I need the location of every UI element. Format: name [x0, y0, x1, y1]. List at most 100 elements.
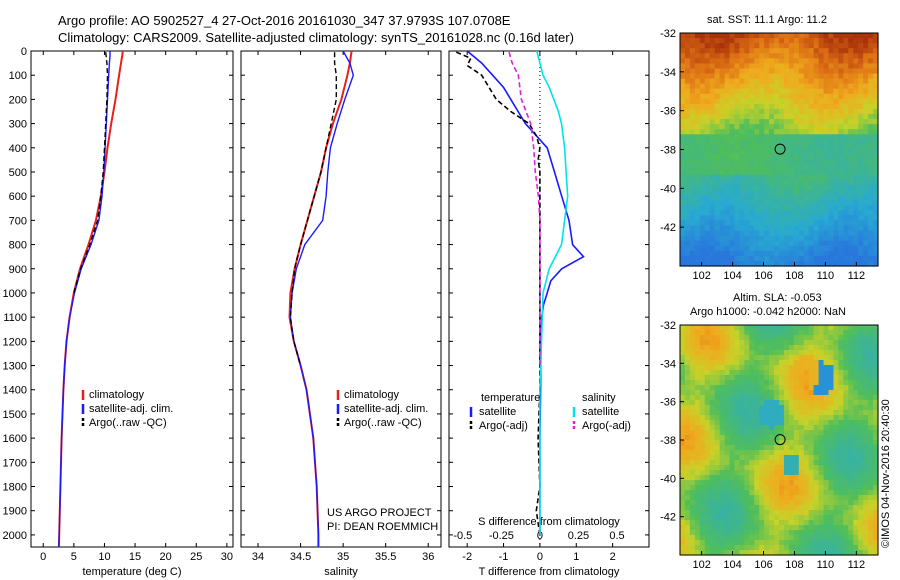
map-cell	[694, 425, 701, 431]
map-cell	[823, 159, 830, 166]
map-cell	[853, 38, 859, 44]
depth-tick-label: 800	[9, 240, 27, 252]
map-cell	[843, 210, 849, 216]
map-cell	[798, 345, 805, 351]
map-cell	[858, 134, 864, 140]
map-cell	[813, 144, 820, 151]
map-cell	[838, 515, 844, 521]
map-cell	[843, 360, 849, 366]
map-cell	[843, 460, 849, 466]
map-cell	[680, 450, 686, 456]
map-cell	[848, 455, 854, 461]
map-cell	[833, 330, 839, 336]
map-cell	[769, 68, 775, 75]
map-cell	[704, 420, 711, 426]
map-cell	[774, 410, 780, 416]
map-cell	[739, 210, 745, 216]
map-cell	[719, 480, 726, 486]
map-cell	[719, 33, 726, 39]
map-cell	[863, 365, 869, 371]
map-cell	[828, 210, 835, 216]
map-cell	[779, 345, 785, 351]
map-cell	[779, 260, 785, 267]
map-cell	[838, 250, 844, 257]
map-cell	[803, 340, 810, 346]
map-cell	[779, 460, 785, 466]
map-cell	[863, 460, 869, 466]
map-cell	[680, 98, 686, 105]
map-cell	[838, 83, 844, 90]
map-cell	[709, 490, 716, 496]
map-cell	[704, 480, 711, 486]
map-cell	[769, 455, 775, 461]
map-cell	[813, 33, 820, 39]
map-cell	[793, 103, 800, 110]
map-cell	[759, 330, 765, 336]
map-cell	[774, 525, 780, 531]
annotation-line: PI: DEAN ROEMMICH	[327, 521, 438, 533]
map-cell	[779, 58, 785, 64]
map-cell	[759, 210, 765, 216]
map-cell	[734, 195, 740, 201]
map-y-tick-label: -34	[660, 358, 676, 370]
map-cell	[863, 380, 869, 386]
map-cell	[808, 510, 815, 516]
map-cell	[769, 390, 775, 396]
map-cell	[873, 83, 879, 90]
map-cell	[843, 139, 849, 146]
map-cell	[838, 119, 844, 125]
map-cell	[798, 490, 805, 496]
map-cell	[684, 88, 691, 95]
map-cell	[680, 395, 686, 401]
map-cell	[764, 390, 770, 396]
legend-label: climatology	[344, 389, 400, 401]
map-cell	[779, 195, 785, 201]
map-cell	[783, 495, 790, 501]
map-cell	[709, 98, 716, 105]
map-cell	[838, 98, 844, 105]
map-cell	[833, 210, 839, 216]
map-cell	[808, 325, 815, 331]
map-cell	[714, 490, 721, 496]
map-cell	[759, 149, 765, 156]
map-cell	[774, 505, 780, 511]
map-cell	[818, 460, 825, 466]
map-cell	[833, 205, 839, 211]
map-cell	[798, 174, 805, 181]
map-cell	[838, 159, 844, 166]
map-cell	[779, 335, 785, 341]
map-cell	[868, 88, 874, 95]
map-cell	[788, 505, 795, 511]
map-cell	[749, 415, 755, 421]
map-cell	[744, 184, 750, 191]
map-cell	[828, 515, 835, 521]
map-cell	[803, 190, 810, 196]
map-cell	[823, 48, 830, 54]
map-cell	[744, 164, 750, 171]
map-cell	[788, 240, 795, 247]
map-cell	[704, 340, 711, 346]
map-cell	[744, 465, 750, 471]
map-cell	[680, 103, 686, 110]
map-cell	[788, 205, 795, 211]
map-cell	[868, 505, 874, 511]
map-cell	[783, 360, 790, 366]
map-cell	[744, 395, 750, 401]
map-cell	[694, 405, 701, 411]
map-cell	[833, 405, 839, 411]
map-cell	[714, 530, 721, 536]
map-cell	[749, 525, 755, 531]
map-cell	[744, 129, 750, 135]
map-cell	[873, 470, 879, 476]
map-cell	[734, 48, 740, 54]
map-cell	[838, 530, 844, 536]
map-cell	[734, 450, 740, 456]
map-cell	[783, 370, 790, 376]
map-cell	[858, 365, 864, 371]
map-cell	[754, 184, 760, 191]
map-cell	[714, 195, 721, 201]
map-cell	[863, 345, 869, 351]
map-cell	[680, 43, 686, 49]
map-cell	[719, 405, 726, 411]
map-cell	[783, 98, 790, 105]
